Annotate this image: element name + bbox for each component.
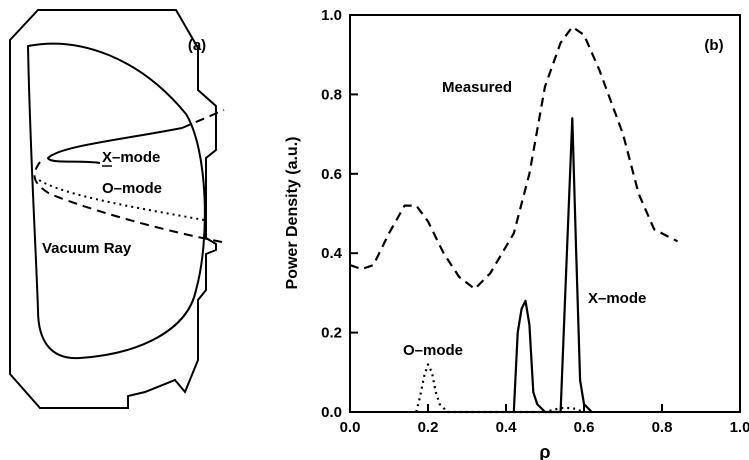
x-mode-ray-label: X–mode bbox=[102, 149, 160, 166]
series-label-x-mode: X–mode bbox=[588, 290, 646, 307]
x-tick-label: 0.4 bbox=[496, 419, 518, 436]
panel-b-label: (b) bbox=[704, 37, 723, 54]
x-tick-label: 0.6 bbox=[574, 419, 595, 436]
tick-layer: 0.0 0.2 0.4 0.6 0.8 1.0 0.0 0.2 0.4 0.6 0.8 1.0 bbox=[321, 7, 749, 436]
x-tick-label: 0.8 bbox=[652, 419, 673, 436]
series-line-dashed bbox=[349, 25, 679, 290]
y-tick-label: 0.2 bbox=[321, 325, 342, 342]
panel-a-label: (a) bbox=[188, 37, 206, 54]
plot-frame bbox=[349, 14, 741, 413]
x-tick-label: 0.2 bbox=[418, 419, 439, 436]
series-label-o-mode: O–mode bbox=[403, 342, 463, 359]
o-mode-ray bbox=[35, 177, 205, 221]
x-axis-label: ρ bbox=[539, 442, 550, 460]
panel-a: (a) X–mode O–mode Vacuum Ray bbox=[9, 9, 225, 409]
y-tick-label: 0.8 bbox=[321, 86, 342, 103]
vacuum-ray-label: Vacuum Ray bbox=[42, 240, 132, 257]
y-tick-label: 1.0 bbox=[321, 7, 342, 24]
series-label-measured: Measured bbox=[442, 79, 512, 96]
x-mode-ray bbox=[46, 127, 183, 164]
y-tick-label: 0.0 bbox=[321, 404, 342, 421]
series-line-solid bbox=[512, 117, 593, 414]
vessel-wall bbox=[9, 9, 217, 409]
x-tick-label: 1.0 bbox=[730, 419, 749, 436]
series-layer bbox=[349, 25, 679, 414]
panel-b: 0.0 0.2 0.4 0.6 0.8 1.0 0.0 0.2 0.4 0.6 0.8 1.0 (b)… bbox=[284, 7, 749, 460]
o-mode-ray-label: O–mode bbox=[102, 180, 162, 197]
series-line-dotted bbox=[415, 363, 585, 414]
x-tick-label: 0.0 bbox=[340, 419, 361, 436]
vacuum-ray bbox=[33, 161, 223, 243]
y-tick-label: 0.6 bbox=[321, 166, 342, 183]
x-mode-ray-vacuum bbox=[181, 109, 225, 129]
y-axis-label: Power Density (a.u.) bbox=[284, 137, 301, 290]
plasma-boundary bbox=[26, 42, 206, 360]
y-tick-label: 0.4 bbox=[321, 245, 343, 262]
